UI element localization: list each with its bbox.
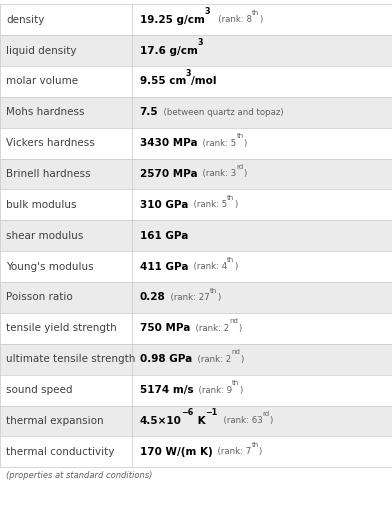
Text: (rank: 4: (rank: 4	[188, 262, 227, 271]
Text: 3: 3	[186, 69, 191, 78]
Text: 0.28: 0.28	[140, 292, 165, 302]
Text: nd: nd	[231, 349, 240, 355]
Text: 7.5: 7.5	[140, 107, 158, 117]
Text: 3: 3	[204, 7, 210, 16]
Text: Young's modulus: Young's modulus	[6, 261, 94, 271]
Text: sound speed: sound speed	[6, 385, 73, 395]
Bar	[0, 313, 392, 344]
Text: th: th	[252, 9, 259, 16]
Bar	[0, 190, 392, 220]
Text: ): )	[240, 385, 243, 395]
Text: ): )	[238, 324, 241, 333]
Text: 310 GPa: 310 GPa	[140, 200, 188, 210]
Text: 411 GPa: 411 GPa	[140, 261, 188, 271]
Text: molar volume: molar volume	[6, 76, 78, 87]
Text: nd: nd	[229, 318, 238, 324]
Text: Poisson ratio: Poisson ratio	[6, 292, 73, 302]
Text: 5174 m/s: 5174 m/s	[140, 385, 193, 395]
Text: bulk modulus: bulk modulus	[6, 200, 76, 210]
Text: 161 GPa: 161 GPa	[140, 230, 188, 241]
Text: ): )	[244, 139, 247, 148]
Text: thermal expansion: thermal expansion	[6, 416, 103, 426]
Text: (rank: 2: (rank: 2	[192, 355, 231, 364]
Text: (rank: 7: (rank: 7	[212, 447, 252, 456]
Bar	[0, 375, 392, 405]
Text: ): )	[269, 416, 273, 425]
Text: 4.5×10: 4.5×10	[140, 416, 181, 426]
Text: 3: 3	[198, 38, 203, 47]
Bar	[0, 159, 392, 190]
Text: ): )	[243, 170, 247, 179]
Text: Brinell hardness: Brinell hardness	[6, 169, 91, 179]
Text: ultimate tensile strength: ultimate tensile strength	[6, 354, 135, 364]
Text: 2570 MPa: 2570 MPa	[140, 169, 197, 179]
Text: ): )	[259, 15, 262, 24]
Text: ): )	[234, 262, 238, 271]
Text: tensile yield strength: tensile yield strength	[6, 323, 117, 333]
Text: (rank: 63: (rank: 63	[218, 416, 262, 425]
Bar	[0, 220, 392, 251]
Text: shear modulus: shear modulus	[6, 230, 83, 241]
Text: 3430 MPa: 3430 MPa	[140, 138, 197, 148]
Bar	[0, 35, 392, 66]
Text: 750 MPa: 750 MPa	[140, 323, 190, 333]
Text: ): )	[234, 201, 238, 209]
Text: th: th	[227, 195, 234, 201]
Text: 19.25 g/cm: 19.25 g/cm	[140, 15, 204, 25]
Text: (rank: 9: (rank: 9	[193, 385, 232, 395]
Text: rd: rd	[262, 411, 269, 417]
Bar	[0, 128, 392, 159]
Text: th: th	[252, 442, 259, 448]
Text: (rank: 8: (rank: 8	[210, 15, 252, 24]
Bar	[0, 4, 392, 35]
Text: K: K	[194, 416, 205, 426]
Text: Mohs hardness: Mohs hardness	[6, 107, 84, 117]
Text: th: th	[236, 133, 244, 139]
Text: 0.98 GPa: 0.98 GPa	[140, 354, 192, 364]
Bar	[0, 251, 392, 282]
Text: ): )	[240, 355, 243, 364]
Text: (rank: 5: (rank: 5	[188, 201, 227, 209]
Text: (rank: 3: (rank: 3	[197, 170, 236, 179]
Text: /mol: /mol	[191, 76, 217, 87]
Text: (between quartz and topaz): (between quartz and topaz)	[158, 108, 284, 117]
Text: (rank: 2: (rank: 2	[190, 324, 229, 333]
Text: th: th	[232, 380, 240, 386]
Text: ): )	[217, 293, 221, 302]
Text: 170 W/(m K): 170 W/(m K)	[140, 447, 212, 457]
Bar	[0, 436, 392, 467]
Text: th: th	[227, 257, 234, 262]
Bar	[0, 66, 392, 97]
Text: −6: −6	[181, 408, 194, 417]
Text: rd: rd	[236, 164, 243, 170]
Text: density: density	[6, 15, 44, 25]
Text: 9.55 cm: 9.55 cm	[140, 76, 186, 87]
Bar	[0, 344, 392, 375]
Bar	[0, 97, 392, 128]
Bar	[0, 282, 392, 313]
Text: (rank: 27: (rank: 27	[165, 293, 210, 302]
Text: thermal conductivity: thermal conductivity	[6, 447, 114, 457]
Text: th: th	[210, 288, 217, 293]
Text: 17.6 g/cm: 17.6 g/cm	[140, 46, 198, 56]
Text: (properties at standard conditions): (properties at standard conditions)	[6, 471, 152, 480]
Text: −1: −1	[205, 408, 218, 417]
Bar	[0, 405, 392, 436]
Text: Vickers hardness: Vickers hardness	[6, 138, 94, 148]
Text: liquid density: liquid density	[6, 46, 76, 56]
Text: (rank: 5: (rank: 5	[197, 139, 236, 148]
Text: ): )	[259, 447, 262, 456]
